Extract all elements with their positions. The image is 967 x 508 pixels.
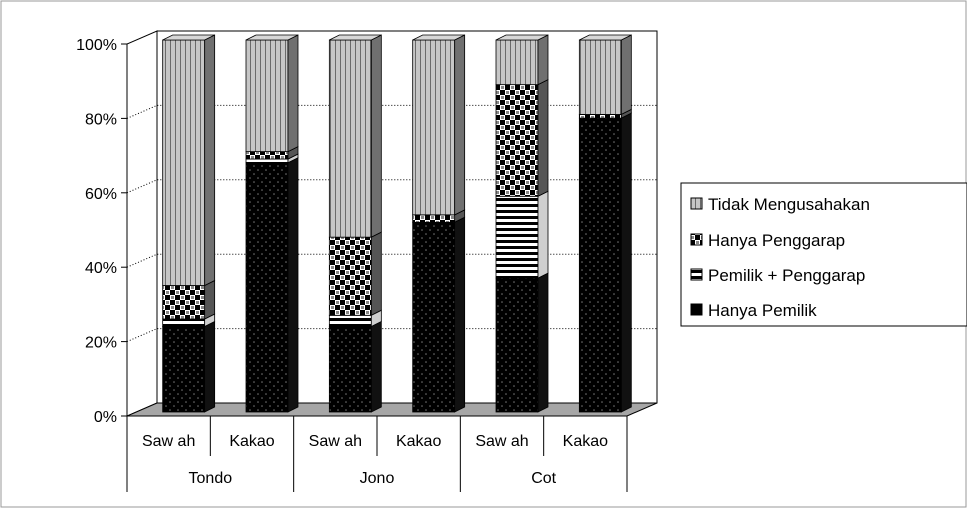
bar-side-hanya-pemilik [287, 157, 299, 413]
bar-side-hanya-pemilik [620, 112, 632, 413]
y-tick-label: 40% [85, 260, 117, 277]
category-axis: Saw ah Kakao Saw ah Kakao Saw ah Kakao Tondo Jo… [126, 416, 628, 492]
bar-segment-hanya-pemilik [578, 117, 622, 413]
bar-segment-hanya-penggarap [412, 214, 456, 223]
y-tick-label: 80% [85, 111, 117, 128]
legend-swatch [690, 268, 703, 281]
bar-side-pemilik-penggarap [537, 190, 549, 279]
bar-segment-hanya-penggarap [245, 151, 289, 160]
category-label: Saw ah [309, 433, 362, 450]
bar-segment-tidak-mengusahakan [495, 39, 539, 86]
legend-label: Pemilik + Penggarap [708, 266, 865, 285]
bar-segment-hanya-pemilik [162, 326, 206, 413]
bar-segment-hanya-pemilik [495, 277, 539, 413]
bar-segment-hanya-penggarap [162, 285, 206, 320]
bar-segment-tidak-mengusahakan [245, 39, 289, 152]
bar-side-tidak-mengusahakan [620, 34, 632, 116]
group-label: Jono [360, 470, 395, 487]
bar-side-hanya-penggarap [537, 78, 549, 197]
bar-top-tidak-mengusahakan [495, 34, 549, 41]
legend-item-hanya-penggarap: Hanya Penggarap [690, 231, 845, 250]
y-tick-label: 0% [94, 409, 117, 426]
category-label: Saw ah [142, 433, 195, 450]
bar-top-tidak-mengusahakan [162, 34, 215, 41]
category-label: Kakao [229, 433, 274, 450]
bar-segment-pemilik-penggarap [495, 195, 539, 279]
category-label: Kakao [563, 433, 608, 450]
bar-side-hanya-penggarap [370, 231, 382, 316]
bar-segment-tidak-mengusahakan [412, 39, 456, 216]
bar-side-hanya-pemilik [204, 320, 216, 413]
bar-side-hanya-penggarap [204, 279, 216, 320]
bar-segment-tidak-mengusahakan [578, 39, 622, 115]
side-wall [126, 30, 158, 417]
legend-swatch [690, 197, 703, 210]
legend-item-pemilik-penggarap: Pemilik + Penggarap [690, 266, 865, 285]
bar-top-tidak-mengusahakan [329, 34, 382, 41]
bar-side-tidak-mengusahakan [204, 34, 216, 287]
category-label: Saw ah [475, 433, 528, 450]
legend-item-hanya-pemilik: Hanya Pemilik [690, 301, 817, 320]
gridline [126, 179, 657, 194]
bar-top-tidak-mengusahakan [245, 34, 299, 41]
bar-segment-hanya-pemilik [412, 221, 456, 413]
gridline [126, 328, 657, 343]
bar-segment-hanya-pemilik [328, 326, 372, 413]
legend-swatch [690, 303, 703, 316]
bar-side-tidak-mengusahakan [370, 34, 382, 238]
bar-side-hanya-pemilik [370, 320, 382, 413]
bar-side-hanya-pemilik [537, 272, 549, 413]
gridline [126, 104, 657, 119]
y-tick-label: 20% [85, 335, 117, 352]
bar-segment-hanya-penggarap [578, 114, 622, 119]
legend-swatch [690, 233, 703, 246]
legend-label: Hanya Pemilik [708, 301, 817, 320]
bar-side-tidak-mengusahakan [454, 34, 466, 216]
legend-label: Tidak Mengusahakan [708, 195, 870, 214]
group-label: Tondo [189, 470, 233, 487]
bar-segment-hanya-penggarap [328, 236, 372, 316]
bar-segment-pemilik-penggarap [245, 158, 289, 164]
bar-side-hanya-pemilik [454, 216, 466, 413]
bar-segment-pemilik-penggarap [162, 318, 206, 327]
gridline [126, 253, 657, 268]
bar-side-tidak-mengusahakan [287, 34, 299, 153]
legend: Tidak Mengusahakan Hanya Penggarap Pemil… [680, 182, 967, 327]
bar-side-tidak-mengusahakan [537, 34, 549, 86]
bar-segment-hanya-penggarap [495, 84, 539, 197]
legend-box [680, 182, 967, 327]
bar-top-tidak-mengusahakan [579, 34, 632, 41]
bar-segment-tidak-mengusahakan [328, 39, 372, 238]
legend-item-tidak-mengusahakan: Tidak Mengusahakan [690, 195, 870, 214]
y-tick-label: 100% [76, 37, 117, 54]
category-label: Kakao [396, 433, 441, 450]
bar-segment-tidak-mengusahakan [162, 39, 206, 286]
bar-segment-hanya-pemilik [245, 162, 289, 413]
y-tick-label: 60% [85, 186, 117, 203]
legend-label: Hanya Penggarap [708, 231, 845, 250]
group-label: Cot [531, 470, 556, 487]
bar-top-tidak-mengusahakan [412, 34, 465, 41]
bar-segment-pemilik-penggarap [328, 314, 372, 327]
bars [162, 34, 632, 413]
